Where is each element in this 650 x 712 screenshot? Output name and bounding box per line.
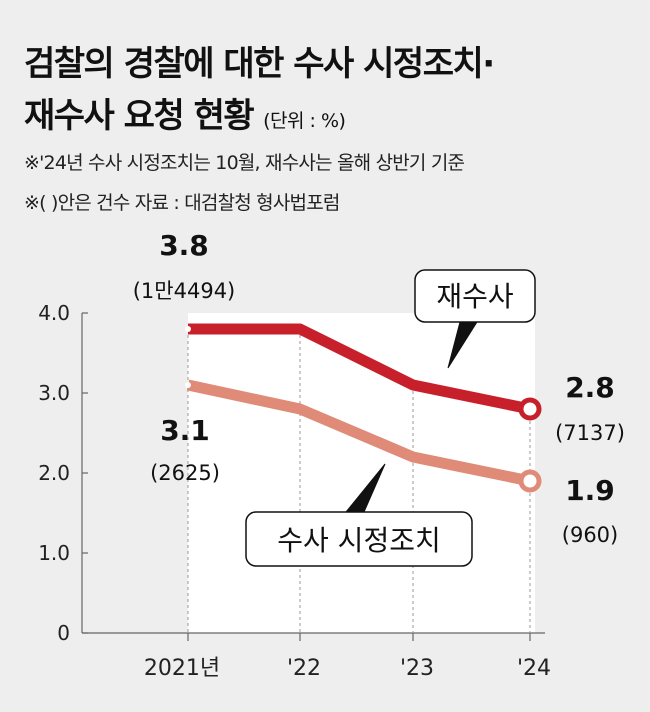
y-tick-label: 3.0 [38, 381, 70, 405]
data-label-series1-2024-value: 2.8 [565, 371, 615, 404]
series-line-2 [186, 379, 532, 487]
x-tick-label: '23 [400, 656, 434, 681]
data-label-series2-2021-value: 3.1 [160, 414, 210, 447]
legend-label-series-1: 재수사 [436, 280, 513, 313]
footnote-source: ※( )안은 건수 자료 : 대검찰청 형사법포럼 [24, 192, 340, 214]
y-tick-label: 0 [57, 621, 70, 645]
chart-title-text: 재수사 요청 현황 [24, 96, 255, 136]
x-tick-label: '24 [517, 656, 551, 681]
callout-box [245, 511, 473, 567]
x-tick-label: '22 [287, 656, 321, 681]
series-lines [185, 323, 542, 493]
data-label-series1-2021-value: 3.8 [159, 229, 209, 262]
footnote-period: ※'24년 수사 시정조치는 10월, 재수사는 올해 상반기 기준 [24, 152, 465, 174]
chart-title-line2: 재수사 요청 현황 (단위 : %) [24, 88, 346, 137]
start-point [185, 326, 191, 332]
end-point [518, 469, 542, 493]
unit-label: (단위 : %) [263, 110, 346, 132]
data-label-series2-2024-count: (960) [562, 523, 618, 547]
y-tick-label: 2.0 [38, 461, 70, 485]
callout-pointer [447, 321, 478, 369]
data-label-series1-2021-count: (1만4494) [133, 279, 236, 303]
legend-label-series-2: 수사 시정조치 [277, 524, 440, 557]
callout-pointer [345, 463, 386, 513]
data-label-series1-2024-count: (7137) [555, 421, 625, 445]
series-line-1 [188, 323, 532, 415]
y-tick-label: 4.0 [38, 301, 70, 325]
end-point [518, 397, 542, 421]
axes: 0 1.0 2.0 3.0 4.0 2021년 '22 '23 '24 [38, 301, 551, 681]
data-label-series2-2024-value: 1.9 [565, 474, 615, 507]
chart-title-line1: 검찰의 경찰에 대한 수사 시정조치· [24, 44, 495, 84]
callout-box [414, 269, 536, 323]
data-label-series2-2021-count: (2625) [150, 461, 220, 485]
x-tick-label: 2021년 [144, 656, 220, 681]
start-point [185, 382, 191, 388]
y-tick-label: 1.0 [38, 541, 70, 565]
data-labels: 3.8 (1만4494) 2.8 (7137) 3.1 (2625) 1.9 (960) [133, 229, 625, 547]
